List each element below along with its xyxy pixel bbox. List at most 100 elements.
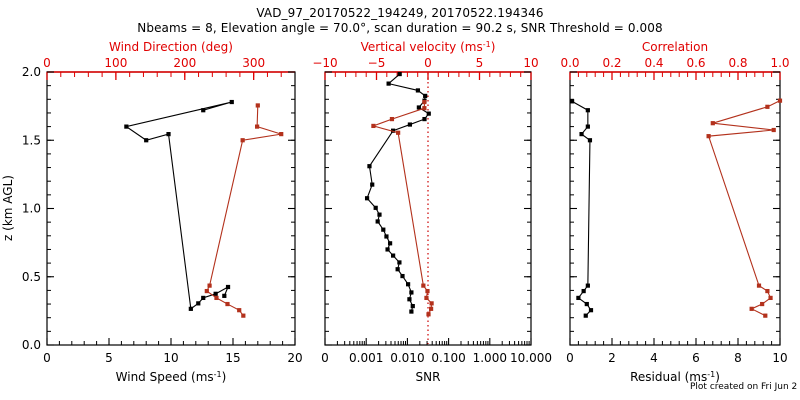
series-snr xyxy=(364,71,431,314)
data-point xyxy=(768,295,773,301)
data-point xyxy=(391,253,396,258)
data-point xyxy=(375,219,380,224)
data-point xyxy=(389,116,395,122)
data-point xyxy=(386,81,391,86)
data-point xyxy=(570,99,575,104)
data-point xyxy=(763,313,768,318)
top-x-axis-label: Correlation xyxy=(642,40,708,54)
data-point xyxy=(229,99,234,105)
series-residual xyxy=(570,99,594,318)
data-point xyxy=(364,196,370,201)
data-point xyxy=(396,130,401,135)
data-point xyxy=(407,297,412,302)
top-x-tick-label: 100 xyxy=(104,56,127,70)
series-line xyxy=(206,105,282,316)
data-point xyxy=(237,308,242,313)
x-tick-label: 15 xyxy=(225,351,240,365)
top-x-tick-label: 0.0 xyxy=(560,56,579,70)
top-x-tick-label: 10 xyxy=(523,56,538,70)
top-x-tick-label: 0.4 xyxy=(644,56,663,70)
data-point xyxy=(201,108,206,113)
data-point xyxy=(409,309,414,314)
data-point xyxy=(407,122,412,127)
series-vertical-velocity xyxy=(371,99,434,317)
x-tick-label: 5 xyxy=(105,351,113,365)
data-point xyxy=(423,93,428,98)
data-point xyxy=(777,98,783,103)
data-point xyxy=(367,164,372,169)
series-line xyxy=(125,101,232,310)
data-point xyxy=(426,111,431,116)
x-axis-label: SNR xyxy=(416,370,441,384)
x-tick-label: 8 xyxy=(734,351,742,365)
data-point xyxy=(222,293,227,298)
data-point xyxy=(585,124,590,129)
data-point xyxy=(225,284,231,290)
data-point xyxy=(397,71,402,77)
x-axis-label: Wind Speed (ms-1) xyxy=(116,370,227,385)
data-point xyxy=(201,295,206,301)
data-point xyxy=(207,283,212,288)
data-point xyxy=(377,212,382,217)
data-point xyxy=(196,301,201,306)
data-point xyxy=(756,283,762,288)
data-point xyxy=(188,306,193,311)
data-point xyxy=(765,104,770,109)
data-point xyxy=(765,288,770,294)
data-point xyxy=(410,304,415,309)
top-x-tick-label: 0 xyxy=(43,56,51,70)
series-line xyxy=(707,100,781,317)
data-point xyxy=(429,301,434,306)
data-point xyxy=(279,132,284,137)
data-point xyxy=(397,260,402,265)
x-tick-label: 6 xyxy=(692,351,700,365)
x-tick-label: 0.010 xyxy=(390,351,424,365)
figure-title: VAD_97_20170522_194249, 20170522.194346 xyxy=(256,6,544,20)
data-point xyxy=(422,116,427,122)
data-point xyxy=(581,288,586,294)
data-point xyxy=(213,291,218,296)
data-point xyxy=(391,128,396,133)
series-wind-speed xyxy=(124,99,234,311)
data-point xyxy=(425,288,430,294)
data-point xyxy=(710,121,715,126)
data-point xyxy=(416,105,421,110)
top-x-tick-label: 200 xyxy=(173,56,196,70)
x-tick-label: 0.100 xyxy=(431,351,465,365)
data-point xyxy=(588,308,594,313)
data-point xyxy=(214,295,219,301)
data-point xyxy=(771,127,776,133)
y-tick-label: 0.5 xyxy=(22,270,41,284)
data-point xyxy=(387,241,393,246)
data-point xyxy=(400,273,405,279)
data-point xyxy=(585,283,590,288)
data-point xyxy=(587,138,593,143)
top-x-tick-label: 1.0 xyxy=(770,56,789,70)
data-point xyxy=(204,288,209,294)
top-x-tick-label: 0 xyxy=(424,56,432,70)
plot-created-footnote: Plot created on Fri Jun 2 16:39:39 2017 xyxy=(690,382,800,392)
data-point xyxy=(385,247,390,252)
data-point xyxy=(144,138,149,143)
data-point xyxy=(426,312,431,317)
data-point xyxy=(585,108,590,113)
x-tick-label: 0.001 xyxy=(349,351,383,365)
x-axis-label: Residual (ms-1) xyxy=(630,370,720,385)
top-x-tick-label: −10 xyxy=(312,56,337,70)
panel-3: 0 2 4 6 8 10 0.0 0.2 0.4 0.6 0.8 1.0 Residual (ms-1)… xyxy=(560,40,789,384)
x-tick-label: 20 xyxy=(287,351,302,365)
data-point xyxy=(406,282,411,287)
x-tick-label: 0 xyxy=(43,351,51,365)
data-point xyxy=(370,182,375,187)
data-point xyxy=(706,134,711,139)
x-tick-label: 2 xyxy=(608,351,616,365)
top-x-tick-label: 300 xyxy=(242,56,265,70)
data-point xyxy=(373,205,378,210)
panel-2: 0 0.001 0.010 0.100 1.000 10.000 −10 −5 0 5 10 SNR V… xyxy=(312,40,552,385)
series-correlation xyxy=(706,98,783,318)
x-tick-label: 10.000 xyxy=(510,351,552,365)
top-x-tick-label: 0.2 xyxy=(602,56,621,70)
